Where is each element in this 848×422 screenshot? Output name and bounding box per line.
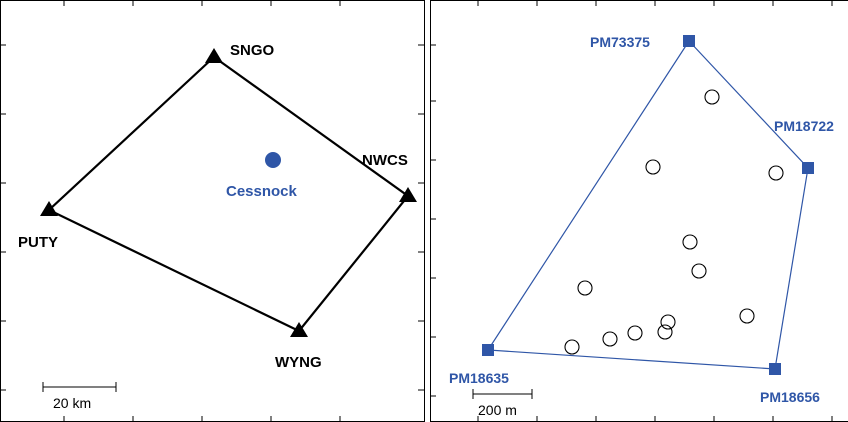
survey-point (645, 159, 661, 175)
station-marker-wyng (290, 322, 308, 337)
right-panel-ticks (430, 0, 833, 422)
station-marker-nwcs (399, 187, 417, 202)
cessnock-label: Cessnock (226, 183, 298, 200)
station-marker-puty (40, 201, 58, 216)
survey-point (657, 324, 673, 340)
survey-point (691, 263, 707, 279)
station-label-nwcs: NWCS (362, 152, 408, 169)
cessnock-marker (265, 152, 281, 168)
mark-pm18635 (482, 344, 494, 356)
right-scale-bar (472, 389, 533, 399)
station-label-wyng: WYNG (275, 354, 322, 371)
survey-point (564, 339, 580, 355)
mark-label-pm18656: PM18656 (760, 389, 820, 405)
survey-point (682, 234, 698, 250)
left-scale-bar (42, 382, 117, 392)
right-scale-label: 200 m (478, 402, 517, 418)
station-label-puty: PUTY (18, 234, 58, 251)
station-marker-sngo (205, 48, 223, 63)
mark-label-pm73375: PM73375 (590, 34, 650, 50)
station-label-sngo: SNGO (230, 42, 275, 59)
survey-point (704, 89, 720, 105)
survey-point (577, 280, 593, 296)
right-panel: PM73375 PM18722 PM18656 PM18635 200 m (430, 0, 848, 422)
left-panel: SNGO NWCS WYNG PUTY Cessnock 20 km (0, 0, 425, 422)
left-panel-frame (0, 0, 425, 422)
mark-pm73375 (683, 35, 695, 47)
survey-point (768, 165, 784, 181)
survey-point (660, 314, 676, 330)
survey-point (602, 331, 618, 347)
mark-pm18656 (769, 363, 781, 375)
survey-point (627, 325, 643, 341)
mark-pm18722 (802, 162, 814, 174)
mark-label-pm18635: PM18635 (449, 370, 509, 386)
survey-point (739, 308, 755, 324)
mark-label-pm18722: PM18722 (774, 118, 834, 134)
left-scale-label: 20 km (53, 395, 91, 411)
right-panel-frame (430, 0, 848, 422)
left-panel-ticks (0, 0, 424, 422)
